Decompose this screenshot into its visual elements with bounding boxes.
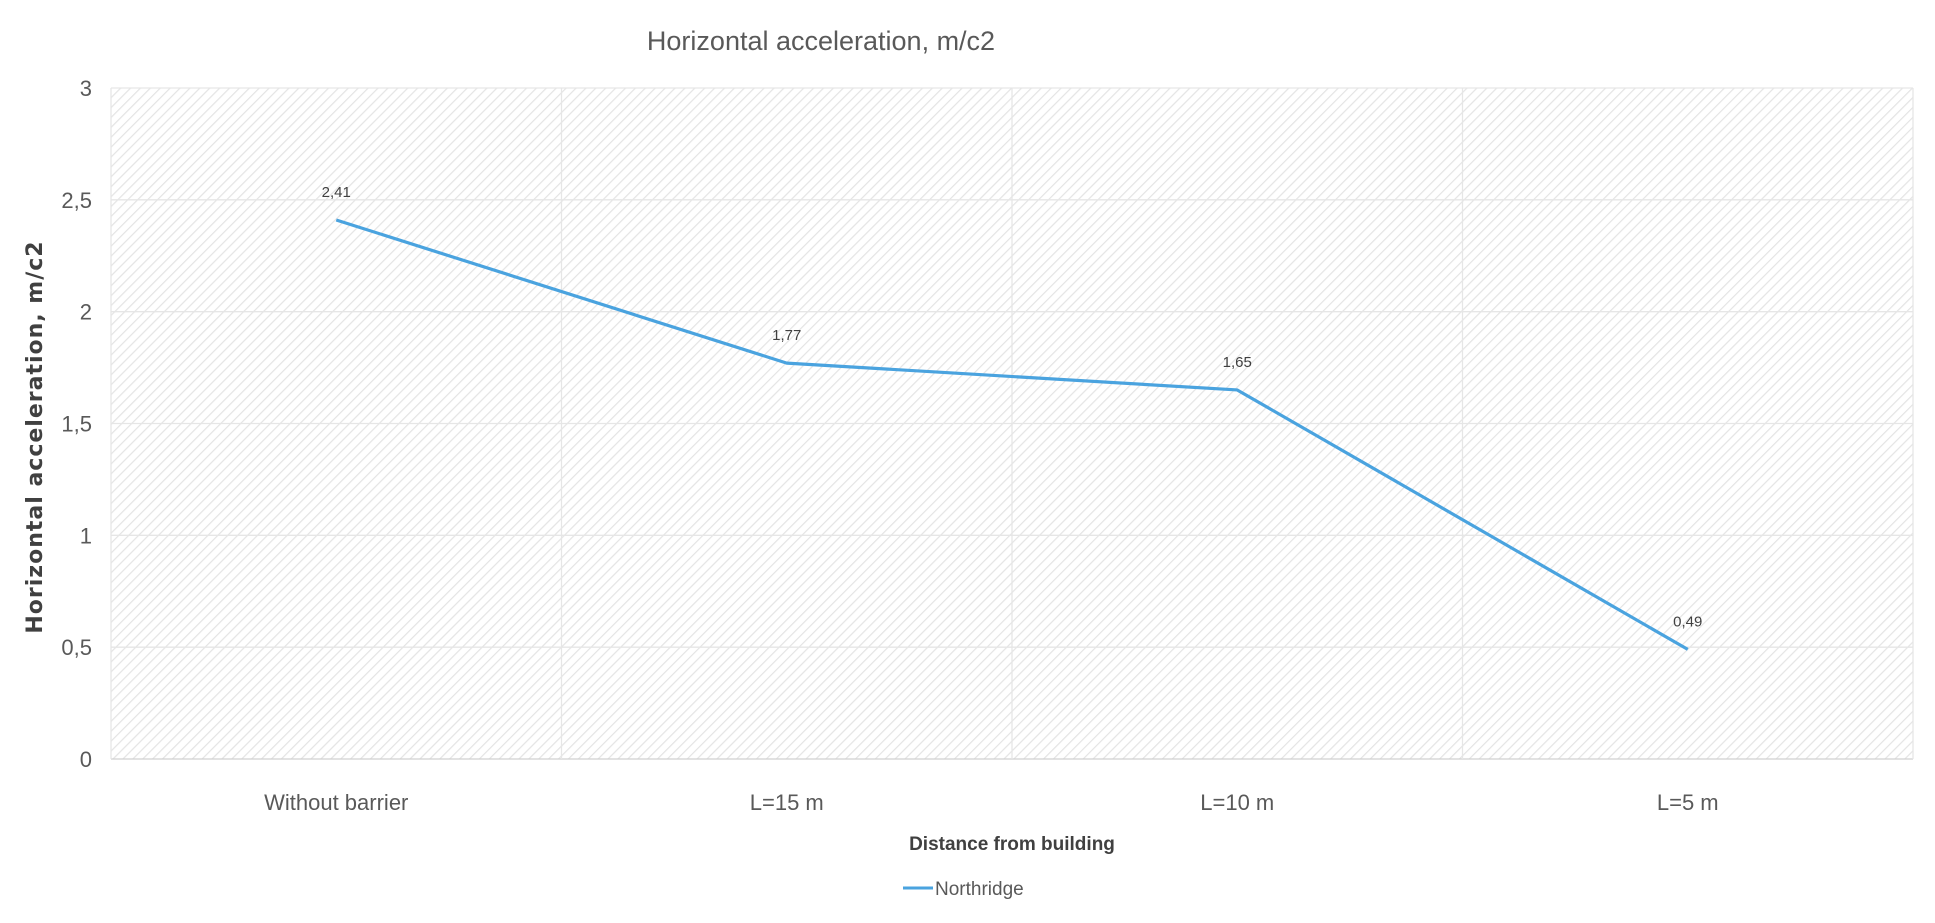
x-axis-ticks: Without barrier L=15 m L=10 m L=5 m bbox=[264, 790, 1719, 815]
series-northridge bbox=[335, 218, 1689, 651]
data-labels: 2,41 1,77 1,65 0,49 bbox=[322, 184, 1703, 630]
y-tick-label: 1 bbox=[80, 523, 92, 548]
x-axis-label: Distance from building bbox=[909, 834, 1115, 855]
y-tick-label: 0,5 bbox=[61, 635, 92, 660]
chart-title: Horizontal acceleration, m/c2 bbox=[647, 26, 995, 56]
y-tick-label: 3 bbox=[80, 76, 92, 101]
x-tick-label: Without barrier bbox=[264, 790, 408, 815]
y-tick-label: 2,5 bbox=[61, 188, 92, 213]
data-label: 1,77 bbox=[772, 327, 801, 344]
x-tick-label: L=15 m bbox=[750, 790, 824, 815]
data-label: 1,65 bbox=[1223, 354, 1252, 371]
legend-label-northridge: Northridge bbox=[935, 879, 1024, 900]
data-label: 0,49 bbox=[1673, 613, 1702, 630]
y-tick-label: 2 bbox=[80, 300, 92, 325]
data-label: 2,41 bbox=[322, 184, 351, 201]
series-line-northridge bbox=[335, 218, 1689, 651]
y-axis-ticks: 0 0,5 1 1,5 2 2,5 3 bbox=[61, 76, 92, 772]
gridlines bbox=[110, 87, 1914, 760]
y-axis-label: Horizontal acceleration, m/c2 bbox=[23, 240, 48, 633]
legend: Northridge bbox=[903, 879, 1024, 900]
y-tick-label: 1,5 bbox=[61, 412, 92, 437]
x-tick-label: L=10 m bbox=[1200, 790, 1274, 815]
x-tick-label: L=5 m bbox=[1657, 790, 1719, 815]
y-tick-label: 0 bbox=[80, 747, 92, 772]
